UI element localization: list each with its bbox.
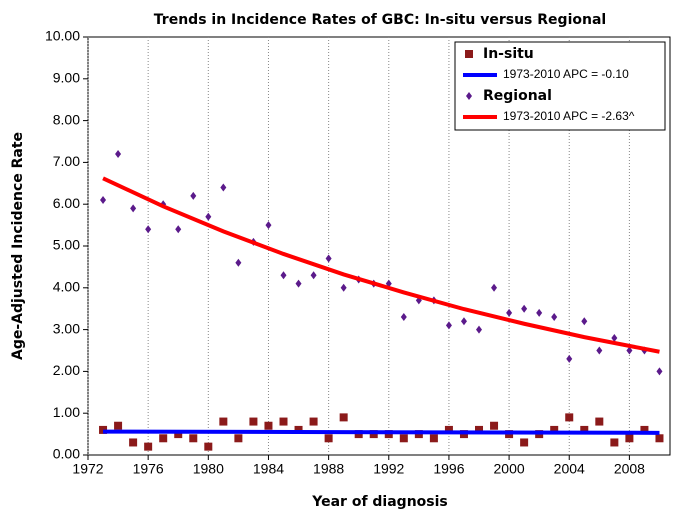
point [279, 417, 288, 426]
point [656, 367, 663, 376]
point [520, 438, 529, 447]
y-axis-label: Age-Adjusted Incidence Rate [10, 132, 26, 360]
point [325, 254, 332, 263]
y-tick-label: 7.00 [53, 153, 80, 169]
y-tick-label: 8.00 [53, 111, 80, 127]
point [626, 346, 633, 355]
point [294, 425, 303, 434]
point [610, 438, 619, 447]
y-tick-label: 3.00 [53, 320, 80, 336]
y-tick-label: 10.00 [45, 28, 80, 44]
point [655, 434, 664, 443]
point [219, 417, 228, 426]
point [295, 279, 302, 288]
point [565, 413, 574, 422]
point [190, 191, 197, 200]
point [235, 258, 242, 267]
point [145, 225, 152, 234]
point [159, 434, 168, 443]
point [310, 271, 317, 280]
point [144, 442, 153, 451]
point [566, 354, 573, 363]
point [99, 425, 108, 434]
x-tick-label: 1972 [72, 461, 103, 477]
point [204, 442, 213, 451]
point [596, 346, 603, 355]
point [175, 225, 182, 234]
point [460, 317, 467, 326]
point [444, 425, 453, 434]
point [476, 325, 483, 334]
x-tick-label: 2004 [554, 461, 585, 477]
point [595, 417, 604, 426]
point [640, 425, 649, 434]
x-tick-label: 2008 [614, 461, 645, 477]
legend-label: 1973-2010 APC = -2.63^ [503, 109, 635, 123]
legend-label: Regional [483, 88, 552, 104]
legend-swatch [465, 50, 473, 58]
point [521, 304, 528, 313]
point [324, 434, 333, 443]
x-tick-label: 1988 [313, 461, 344, 477]
y-tick-label: 1.00 [53, 404, 80, 420]
point [400, 313, 407, 322]
x-tick-label: 1976 [133, 461, 164, 477]
legend-label: 1973-2010 APC = -0.10 [503, 67, 629, 81]
point [445, 321, 452, 330]
point [536, 308, 543, 317]
point [189, 434, 198, 443]
point [265, 221, 272, 230]
point [129, 438, 138, 447]
y-tick-label: 4.00 [53, 279, 80, 295]
legend-label: In-situ [483, 46, 534, 62]
point [491, 283, 498, 292]
y-tick-label: 6.00 [53, 195, 80, 211]
point [249, 417, 258, 426]
x-tick-label: 1992 [373, 461, 404, 477]
point [114, 421, 123, 430]
y-tick-label: 0.00 [53, 446, 80, 462]
point [581, 317, 588, 326]
x-tick-label: 1984 [253, 461, 284, 477]
legend-swatch [466, 92, 472, 100]
point [339, 413, 348, 422]
point [340, 283, 347, 292]
x-tick-label: 2000 [494, 461, 525, 477]
y-tick-label: 5.00 [53, 237, 80, 253]
point [611, 333, 618, 342]
point [264, 421, 273, 430]
point [580, 425, 589, 434]
point [309, 417, 318, 426]
point [220, 183, 227, 192]
fit-line [103, 429, 660, 435]
point [506, 308, 513, 317]
point [234, 434, 243, 443]
y-tick-label: 2.00 [53, 362, 80, 378]
point [490, 421, 499, 430]
x-tick-label: 1980 [193, 461, 224, 477]
point [625, 434, 634, 443]
point [399, 434, 408, 443]
point [115, 150, 122, 159]
point [551, 313, 558, 322]
point [100, 196, 107, 205]
point [130, 204, 137, 213]
x-tick-label: 1996 [433, 461, 464, 477]
chart-title: Trends in Incidence Rates of GBC: In-sit… [154, 12, 606, 28]
point [429, 434, 438, 443]
x-axis-label: Year of diagnosis [311, 494, 448, 510]
point [174, 430, 183, 439]
point [475, 425, 484, 434]
point [280, 271, 287, 280]
y-tick-label: 9.00 [53, 70, 80, 86]
fit-line [102, 176, 660, 354]
point [205, 212, 212, 221]
point [550, 425, 559, 434]
